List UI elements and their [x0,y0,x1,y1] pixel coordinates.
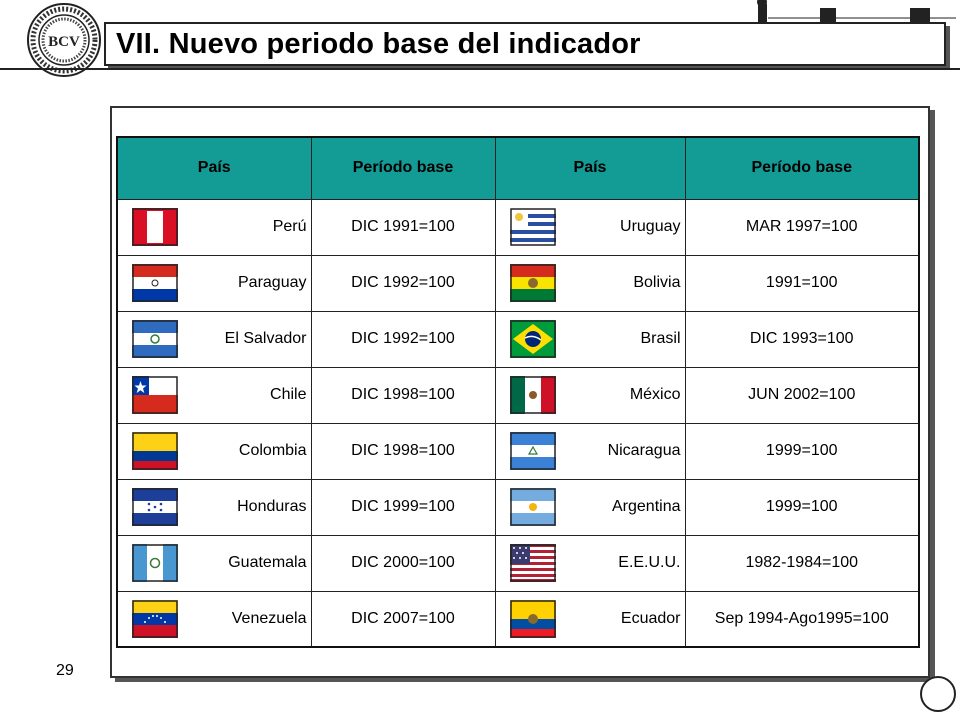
base-period-value: MAR 1997=100 [684,198,920,256]
peru-flag-icon [132,208,178,246]
table-row: Chile DIC 1998=100 México JUN 2002=100 [116,366,920,424]
base-period-value: DIC 2007=100 [310,590,496,648]
title-divider [0,68,960,70]
base-period-value: 1999=100 [684,422,920,480]
country-name: Argentina [612,498,681,515]
country-name: Uruguay [620,218,681,235]
page-number: 29 [56,662,74,679]
base-period-value: 1982-1984=100 [684,534,920,592]
country-cell: Venezuela [116,590,312,648]
base-period-value: JUN 2002=100 [684,366,920,424]
country-cell: Uruguay [494,198,686,256]
colombia-flag-icon [132,432,178,470]
country-cell: Chile [116,366,312,424]
base-period-value: DIC 1992=100 [310,254,496,312]
bcv-seal-logo: BCV [26,2,102,78]
country-cell: Honduras [116,478,312,536]
base-period-value: DIC 1992=100 [310,310,496,368]
base-period-value: DIC 2000=100 [310,534,496,592]
venezuela-flag-icon [132,599,178,638]
base-period-value: DIC 1999=100 [310,478,496,536]
slide-title: VII. Nuevo periodo base del indicador [116,28,641,60]
column-header-period: Período base [310,136,496,200]
column-header-country: País [116,136,312,200]
uruguay-flag-icon [509,208,556,246]
base-period-value: DIC 1993=100 [684,310,920,368]
base-period-value: DIC 1998=100 [310,422,496,480]
argentina-flag-icon [509,488,556,526]
slide-nav-button[interactable] [920,676,956,712]
country-name: Bolivia [633,274,681,291]
nicaragua-flag-icon [509,432,556,470]
paraguay-flag-icon [132,264,178,302]
table-header-row: País Período base País Período base [116,136,920,200]
table-row: Guatemala DIC 2000=100 E.E.U.U. 1982-198… [116,534,920,592]
country-name: Perú [272,218,307,235]
country-cell: Nicaragua [494,422,686,480]
table-row: Colombia DIC 1998=100 Nicaragua 1999=100 [116,422,920,480]
base-period-value: 1991=100 [684,254,920,312]
country-cell: El Salvador [116,310,312,368]
base-period-table: País Período base País Período base Perú… [116,136,920,648]
honduras-flag-icon [132,488,178,526]
country-cell: Perú [116,198,312,256]
bolivia-flag-icon [509,264,556,302]
country-name: México [629,386,681,403]
country-name: Nicaragua [607,442,681,459]
country-name: Colombia [238,442,307,459]
base-period-value: 1999=100 [684,478,920,536]
country-name: Ecuador [620,609,681,627]
country-name: Paraguay [238,274,307,291]
country-cell: Bolivia [494,254,686,312]
chile-flag-icon [132,376,178,414]
brasil-flag-icon [509,320,556,358]
country-name: Honduras [237,498,307,515]
country-name: E.E.U.U. [618,554,681,571]
table-row: Honduras DIC 1999=100 Argentina 1999=100 [116,478,920,536]
el-salvador-flag-icon [132,320,178,358]
table-row: Perú DIC 1991=100 Uruguay MAR 1997=100 [116,198,920,256]
guatemala-flag-icon [132,544,178,582]
country-name: Brasil [640,330,681,347]
country-cell: Guatemala [116,534,312,592]
base-period-value: DIC 1998=100 [310,366,496,424]
title-banner: VII. Nuevo periodo base del indicador [104,22,946,66]
country-name: Guatemala [228,554,307,571]
base-period-value: DIC 1991=100 [310,198,496,256]
column-header-period: Período base [684,136,920,200]
country-cell: E.E.U.U. [494,534,686,592]
country-name: El Salvador [224,330,307,347]
country-cell: México [494,366,686,424]
country-cell: Colombia [116,422,312,480]
country-cell: Paraguay [116,254,312,312]
country-cell: Brasil [494,310,686,368]
table-row: Venezuela DIC 2007=100 Ecuador Sep 1994-… [116,590,920,648]
base-period-value: Sep 1994-Ago1995=100 [684,590,920,648]
usa-flag-icon [509,544,556,582]
table-row: El Salvador DIC 1992=100 Brasil DIC 1993… [116,310,920,368]
country-cell: Argentina [494,478,686,536]
country-name: Venezuela [231,609,307,627]
country-cell: Ecuador [494,590,686,648]
ecuador-flag-icon [509,599,556,638]
table-row: Paraguay DIC 1992=100 Bolivia 1991=100 [116,254,920,312]
mexico-flag-icon [509,376,556,414]
svg-text:BCV: BCV [48,34,80,50]
column-header-country: País [494,136,686,200]
country-name: Chile [270,386,307,403]
